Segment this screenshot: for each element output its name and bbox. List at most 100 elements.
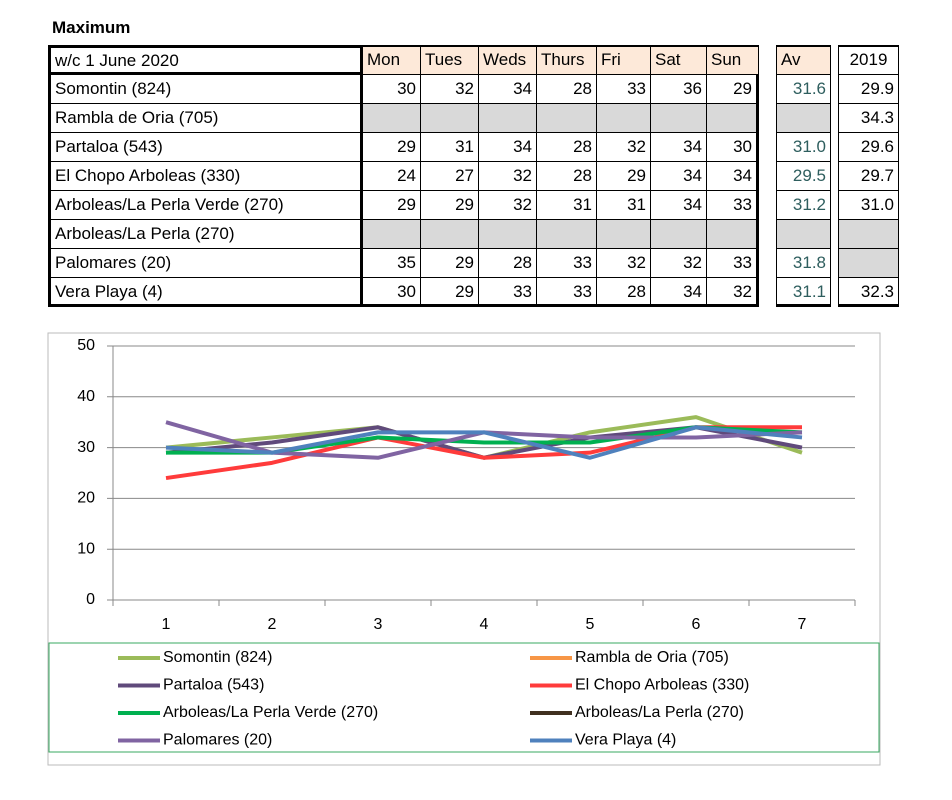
table-cell: 34	[650, 277, 707, 307]
table-cell: 31	[536, 190, 597, 220]
table-cell: 32	[706, 277, 759, 307]
row-label: El Chopo Arboleas (330)	[48, 161, 363, 191]
y-tick-label: 30	[77, 439, 95, 456]
header-cell: Fri	[596, 45, 651, 75]
table-cell: 36	[650, 74, 707, 104]
table-cell: 34	[478, 132, 537, 162]
legend-frame	[48, 642, 880, 753]
row-label: Somontin (824)	[48, 74, 363, 104]
header-cell: Thurs	[536, 45, 597, 75]
x-tick-label: 2	[268, 616, 277, 633]
table-cell: 29.7	[838, 161, 899, 191]
table-cell: 31.0	[776, 132, 831, 162]
table-cell: 34	[650, 132, 707, 162]
table-cell: 29	[420, 277, 479, 307]
table-cell	[776, 103, 831, 133]
series-line	[166, 425, 803, 455]
header-cell: Sat	[650, 45, 707, 75]
table-cell: 34	[650, 161, 707, 191]
table-cell	[536, 219, 597, 249]
table-cell: 33	[536, 277, 597, 307]
table-cell: 33	[706, 190, 759, 220]
table-cell: 34.3	[838, 103, 899, 133]
table-cell	[478, 219, 537, 249]
y-tick-label: 10	[77, 540, 95, 557]
table-cell	[596, 219, 651, 249]
row-label: Vera Playa (4)	[48, 277, 363, 307]
table-cell: 27	[420, 161, 479, 191]
table-cell: 32	[478, 190, 537, 220]
legend-label: Partaloa (543)	[163, 677, 264, 694]
x-tick-label: 3	[374, 616, 383, 633]
x-tick-label: 6	[692, 616, 701, 633]
table-cell	[536, 103, 597, 133]
row-label: Partaloa (543)	[48, 132, 363, 162]
row-label: Rambla de Oria (705)	[48, 103, 363, 133]
table-cell	[650, 103, 707, 133]
table-cell	[838, 248, 899, 278]
table-cell: 28	[596, 277, 651, 307]
y-tick-label: 40	[77, 388, 95, 405]
table-cell: 28	[536, 132, 597, 162]
legend-label: Arboleas/La Perla (270)	[575, 704, 744, 721]
table-cell: 35	[362, 248, 421, 278]
table-cell: 28	[536, 74, 597, 104]
y-tick-label: 50	[77, 337, 95, 354]
table-cell: 31.1	[776, 277, 831, 307]
series-line	[165, 425, 803, 460]
table-cell: 29	[596, 161, 651, 191]
table-cell: 29	[706, 74, 759, 104]
header-cell: w/c 1 June 2020	[48, 45, 363, 75]
table-cell: 29	[420, 190, 479, 220]
table-cell: 31.2	[776, 190, 831, 220]
table-cell: 28	[478, 248, 537, 278]
table-cell: 34	[650, 190, 707, 220]
table-cell: 29	[420, 248, 479, 278]
table-cell	[362, 219, 421, 249]
header-cell: Sun	[706, 45, 759, 75]
table-cell: 33	[596, 74, 651, 104]
series-line	[165, 415, 803, 460]
row-label: Palomares (20)	[48, 248, 363, 278]
table-cell: 31	[420, 132, 479, 162]
header-cell: Av	[776, 45, 831, 75]
chart-frame	[47, 332, 881, 766]
table-cell: 34	[478, 74, 537, 104]
table-cell: 29.9	[838, 74, 899, 104]
x-tick-label: 1	[162, 616, 171, 633]
table-cell: 31	[596, 190, 651, 220]
row-label: Arboleas/La Perla Verde (270)	[48, 190, 363, 220]
table-cell: 30	[362, 277, 421, 307]
table-cell: 34	[706, 161, 759, 191]
table-cell: 31.8	[776, 248, 831, 278]
table-cell	[596, 103, 651, 133]
table-cell: 33	[706, 248, 759, 278]
table-cell	[650, 219, 707, 249]
table-cell: 31.6	[776, 74, 831, 104]
legend-label: Somontin (824)	[163, 649, 272, 666]
table-cell: 29.6	[838, 132, 899, 162]
table-cell	[706, 103, 759, 133]
table-cell: 32	[596, 132, 651, 162]
legend-label: Palomares (20)	[163, 732, 272, 749]
table-cell	[478, 103, 537, 133]
y-tick-label: 0	[86, 591, 95, 608]
table-cell: 29	[362, 190, 421, 220]
x-tick-label: 5	[586, 616, 595, 633]
table-cell: 31.0	[838, 190, 899, 220]
series-line	[165, 425, 803, 460]
legend-label: Rambla de Oria (705)	[575, 649, 729, 666]
header-cell: 2019	[838, 45, 899, 75]
table-cell: 32	[650, 248, 707, 278]
table-cell: 29.5	[776, 161, 831, 191]
header-cell: Tues	[420, 45, 479, 75]
table-cell	[706, 219, 759, 249]
table-cell	[838, 219, 899, 249]
header-cell: Mon	[362, 45, 421, 75]
header-cell: Weds	[478, 45, 537, 75]
table-cell: 30	[362, 74, 421, 104]
legend-label: Arboleas/La Perla Verde (270)	[163, 704, 378, 721]
table-cell: 33	[536, 248, 597, 278]
table-title: Maximum	[52, 18, 131, 37]
